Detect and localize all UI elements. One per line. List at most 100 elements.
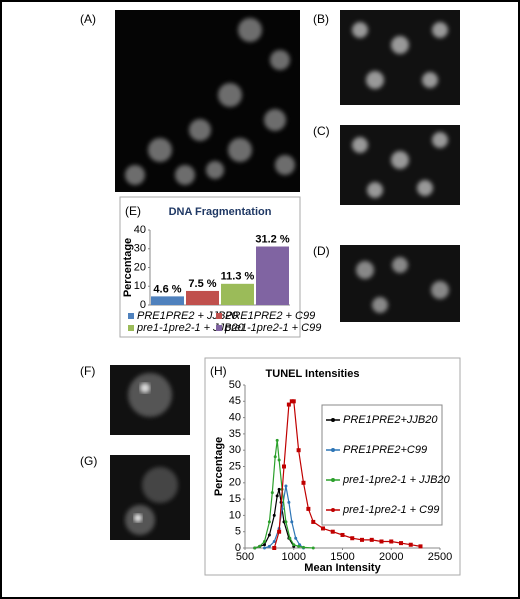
y-tick-label: 10 xyxy=(134,280,146,292)
legend-label: PRE1PRE2+C99 xyxy=(343,444,427,456)
marker xyxy=(284,520,288,524)
y-tick-label: 15 xyxy=(229,493,241,505)
data-label: 11.3 % xyxy=(221,271,255,283)
marker xyxy=(263,539,266,543)
marker xyxy=(290,520,294,524)
marker xyxy=(294,536,298,540)
chart-title: DNA Fragmentation xyxy=(169,206,272,218)
x-tick-label: 500 xyxy=(236,551,254,563)
x-tick-label: 1000 xyxy=(282,551,306,563)
marker xyxy=(330,529,335,534)
legend-marker xyxy=(331,418,335,422)
micrograph-f xyxy=(110,365,190,435)
marker xyxy=(275,438,279,442)
marker xyxy=(270,491,274,495)
data-label: 31.2 % xyxy=(255,233,289,245)
bar xyxy=(151,296,184,305)
y-tick-label: 20 xyxy=(134,261,146,273)
panel-label: (D) xyxy=(313,244,330,258)
marker xyxy=(350,536,355,541)
marker xyxy=(267,520,271,524)
marker xyxy=(277,458,281,462)
legend-swatch xyxy=(216,325,222,331)
marker xyxy=(253,546,257,550)
marker xyxy=(282,464,286,469)
y-tick-label: 0 xyxy=(235,542,241,554)
legend-swatch xyxy=(128,325,134,331)
y-tick-label: 40 xyxy=(134,224,146,236)
marker xyxy=(291,399,296,404)
marker xyxy=(399,541,403,546)
legend-label: PRE1PRE2 + C99 xyxy=(225,310,315,322)
marker xyxy=(273,455,277,459)
legend-label: pre1-1pre2-1 + C99 xyxy=(342,504,439,516)
panel-label: (G) xyxy=(80,454,97,468)
marker xyxy=(275,494,279,498)
marker xyxy=(302,545,305,549)
y-axis-label: Percentage xyxy=(213,437,225,496)
y-tick-label: 20 xyxy=(229,477,241,489)
marker xyxy=(286,402,291,407)
marker xyxy=(311,519,316,524)
y-tick-label: 45 xyxy=(229,395,241,407)
data-label: 4.6 % xyxy=(153,283,181,295)
marker xyxy=(258,544,262,548)
legend-marker xyxy=(331,448,335,452)
y-axis-label: Percentage xyxy=(122,238,134,297)
x-tick-label: 2500 xyxy=(428,551,452,563)
marker xyxy=(287,500,291,504)
marker xyxy=(301,480,306,485)
marker xyxy=(267,533,271,537)
micrograph-b xyxy=(340,10,460,105)
marker xyxy=(267,544,271,548)
panel-label: (A) xyxy=(80,12,96,26)
marker xyxy=(311,546,315,550)
legend-swatch xyxy=(216,313,222,319)
y-tick-label: 50 xyxy=(229,379,241,391)
marker xyxy=(272,513,276,517)
marker xyxy=(272,546,277,550)
micrograph-g xyxy=(110,455,190,540)
legend-marker xyxy=(331,478,335,482)
marker xyxy=(369,537,374,542)
marker xyxy=(263,543,266,547)
legend-label: PRE1PRE2+JJB20 xyxy=(343,414,438,426)
x-axis-label: Mean Intensity xyxy=(304,562,381,574)
y-tick-label: 30 xyxy=(229,444,241,456)
panel-label: (C) xyxy=(313,124,330,138)
y-tick-label: 40 xyxy=(229,412,241,424)
micrograph-d xyxy=(340,245,460,322)
micrograph-a xyxy=(115,10,300,192)
x-tick-label: 1500 xyxy=(330,551,354,563)
marker xyxy=(408,542,413,547)
marker xyxy=(340,532,345,537)
marker xyxy=(306,506,311,511)
data-label: 7.5 % xyxy=(188,278,216,290)
legend-box xyxy=(321,404,443,526)
panel-label: (E) xyxy=(125,204,141,218)
marker xyxy=(379,539,384,544)
panel-label: (B) xyxy=(313,12,329,26)
y-tick-label: 0 xyxy=(140,299,146,311)
marker xyxy=(321,526,325,531)
y-tick-label: 30 xyxy=(134,243,146,255)
legend-label: pre1-1pre2-1 + C99 xyxy=(224,322,321,334)
marker xyxy=(277,529,282,534)
marker xyxy=(418,544,423,549)
micrograph-c xyxy=(340,125,460,205)
bar xyxy=(221,283,254,305)
y-tick-label: 10 xyxy=(229,509,241,521)
y-tick-label: 5 xyxy=(235,526,241,538)
marker xyxy=(284,484,288,488)
marker xyxy=(288,536,292,540)
marker xyxy=(389,539,394,544)
bar xyxy=(256,246,289,305)
legend-swatch xyxy=(128,313,134,319)
marker xyxy=(292,543,296,547)
marker xyxy=(263,546,266,550)
bar xyxy=(186,290,219,305)
legend-label: pre1-1pre2-1 + JJB20 xyxy=(342,474,451,486)
y-tick-label: 25 xyxy=(229,460,241,472)
marker xyxy=(297,544,301,548)
